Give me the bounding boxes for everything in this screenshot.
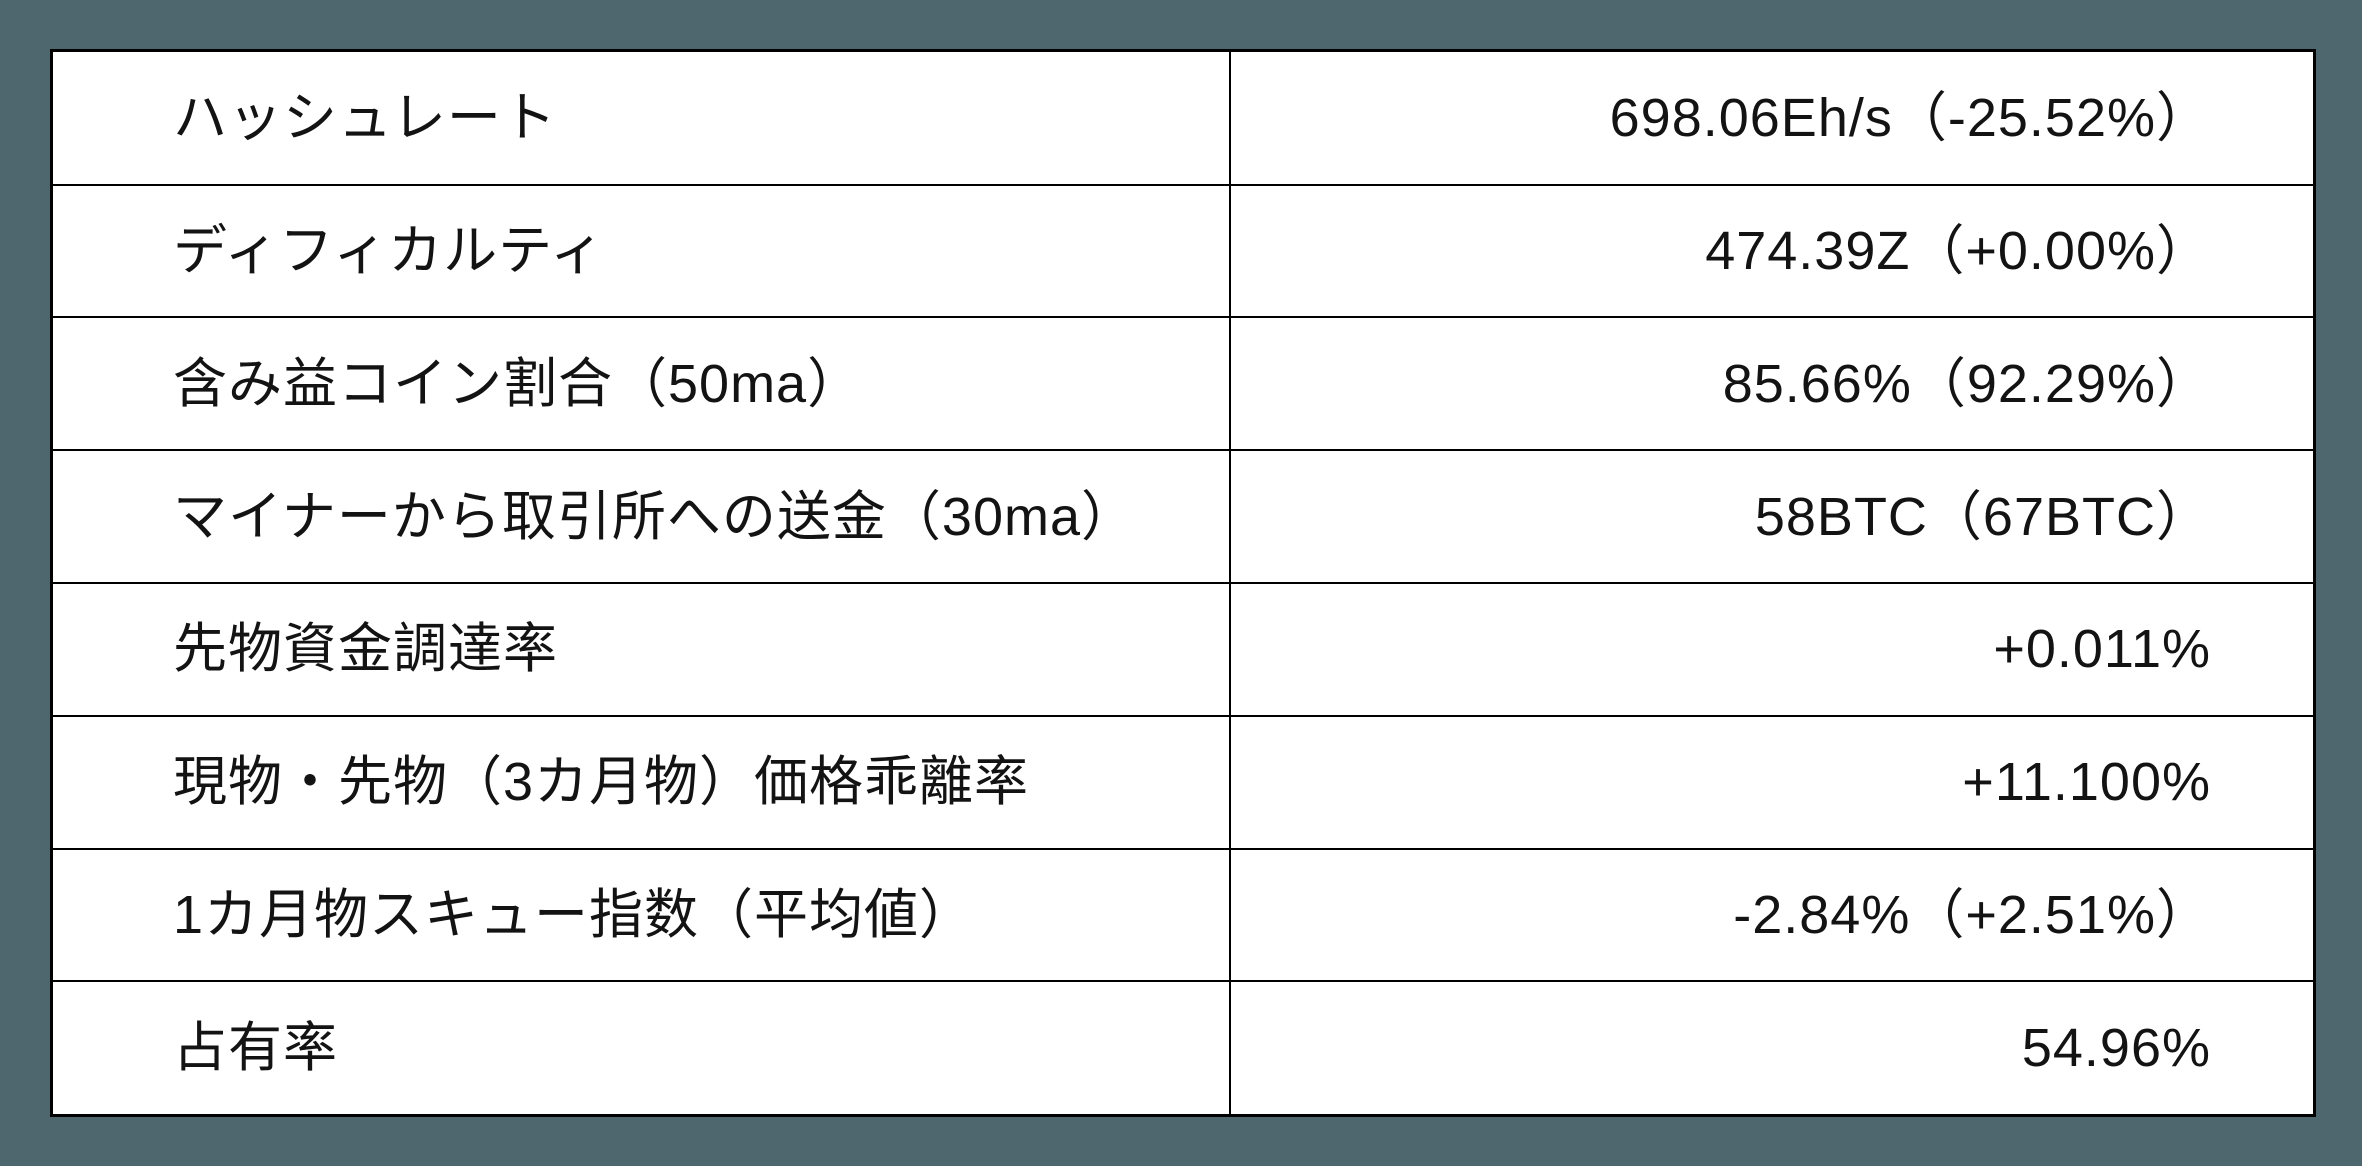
metric-label: 含み益コイン割合（50ma） [50, 316, 1231, 452]
metric-value: 58BTC（67BTC） [1228, 449, 2316, 584]
metric-value: +0.011% [1228, 581, 2316, 717]
table-row-spot-futures-basis: 現物・先物（3カ月物）価格乖離率 +11.100% [50, 714, 2316, 850]
metrics-table: ハッシュレート 698.06Eh/s（-25.52%） ディフィカルティ 474… [50, 49, 2316, 1117]
metric-label: 占有率 [50, 980, 1231, 1117]
table-row-difficulty: ディフィカルティ 474.39Z（+0.00%） [50, 183, 2316, 319]
table-row-hashrate: ハッシュレート 698.06Eh/s（-25.52%） [50, 49, 2316, 186]
metric-label: マイナーから取引所への送金（30ma） [50, 449, 1231, 584]
metric-value: +11.100% [1228, 714, 2316, 850]
metric-label: 現物・先物（3カ月物）価格乖離率 [50, 714, 1231, 850]
table-row-skew-index: 1カ月物スキュー指数（平均値） -2.84%（+2.51%） [50, 847, 2316, 983]
metrics-table-container: ハッシュレート 698.06Eh/s（-25.52%） ディフィカルティ 474… [50, 49, 2316, 1117]
metric-label: ハッシュレート [50, 49, 1231, 186]
metric-value: 85.66%（92.29%） [1228, 316, 2316, 452]
metric-label: 1カ月物スキュー指数（平均値） [50, 847, 1231, 983]
table-row-dominance: 占有率 54.96% [50, 980, 2316, 1117]
table-row-miner-to-exchange: マイナーから取引所への送金（30ma） 58BTC（67BTC） [50, 449, 2316, 584]
metric-value: -2.84%（+2.51%） [1228, 847, 2316, 983]
metric-label: ディフィカルティ [50, 183, 1231, 319]
metric-value: 474.39Z（+0.00%） [1228, 183, 2316, 319]
table-row-funding-rate: 先物資金調達率 +0.011% [50, 581, 2316, 717]
metric-label: 先物資金調達率 [50, 581, 1231, 717]
metric-value: 698.06Eh/s（-25.52%） [1228, 49, 2316, 186]
table-row-profit-coin-ratio: 含み益コイン割合（50ma） 85.66%（92.29%） [50, 316, 2316, 452]
metric-value: 54.96% [1228, 980, 2316, 1117]
